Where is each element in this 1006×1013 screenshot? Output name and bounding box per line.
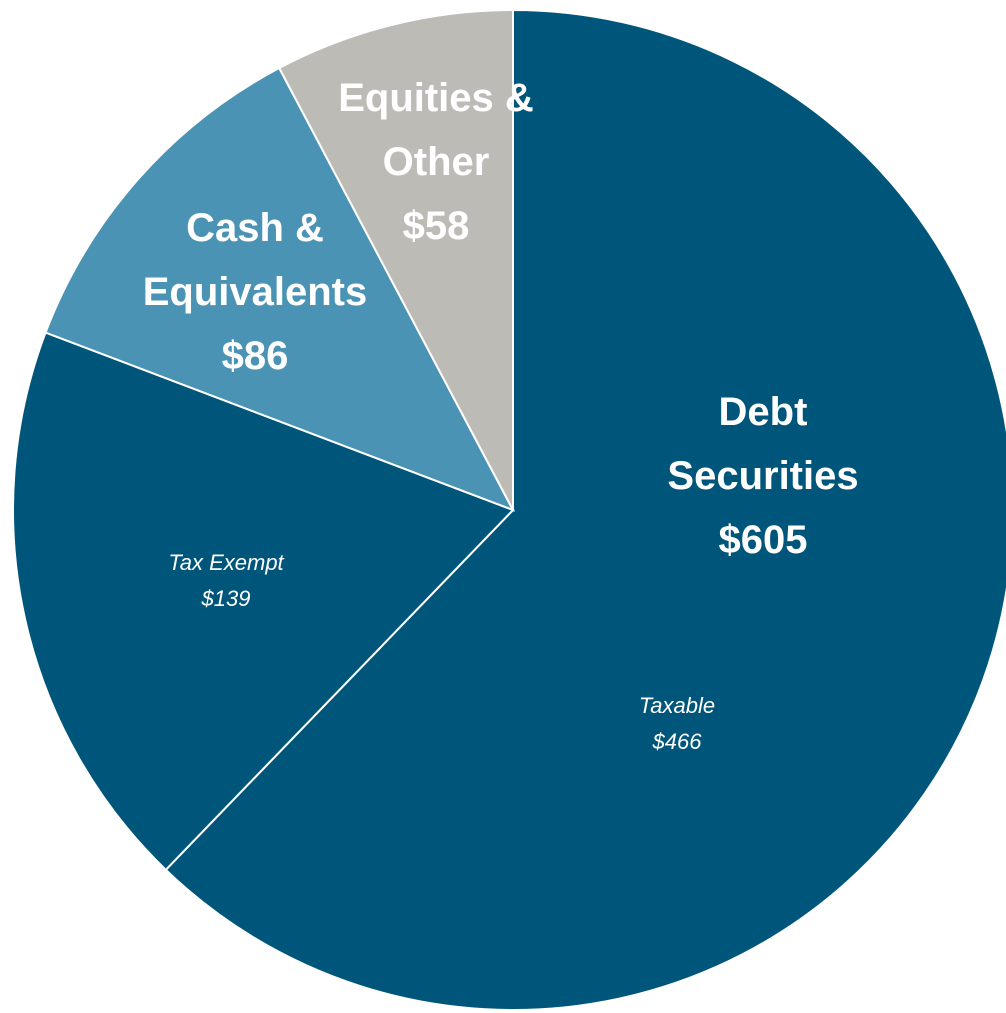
category-name: Taxable xyxy=(638,693,716,718)
slice-label: Cash & Equivalents $86 xyxy=(115,196,395,388)
pie-slice xyxy=(44,66,516,512)
group-name: Debt Securities xyxy=(667,390,859,498)
value-label: $86 xyxy=(221,334,289,378)
category-name: Equities & Other xyxy=(338,76,534,184)
slice-label: Taxable $466 xyxy=(577,688,777,760)
value-label: $466 xyxy=(652,729,702,754)
group-value-label: $605 xyxy=(718,518,808,562)
slice-label: Equities & Other $58 xyxy=(316,66,556,258)
pie-slice xyxy=(12,331,515,872)
category-name: Cash & Equivalents xyxy=(142,206,368,314)
group-label: Debt Securities $605 xyxy=(643,380,883,572)
value-label: $58 xyxy=(402,204,470,248)
pie-slice xyxy=(277,8,514,511)
value-label: $139 xyxy=(201,586,251,611)
category-name: Tax Exempt xyxy=(168,550,284,575)
slice-label: Tax Exempt $139 xyxy=(126,545,326,617)
pie-slice xyxy=(164,8,1006,1011)
